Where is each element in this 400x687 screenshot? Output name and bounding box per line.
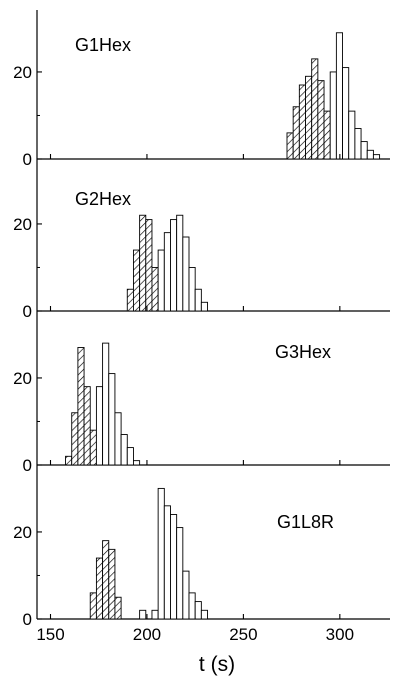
y-tick-label: 20 (13, 63, 32, 82)
open-bar (102, 342, 110, 466)
y-tick-label: 20 (13, 215, 32, 234)
open-bar (176, 527, 184, 620)
open-bar (342, 67, 350, 160)
y-tick-label: 0 (23, 456, 32, 475)
open-bar (182, 570, 190, 620)
hatched-bar (102, 540, 110, 620)
open-bar (188, 592, 196, 620)
hatched-bar (145, 219, 153, 312)
open-bar (176, 214, 184, 312)
y-tick-label: 0 (23, 150, 32, 169)
open-bar (360, 141, 368, 160)
open-bar (194, 601, 202, 620)
y-tick-label: 20 (13, 523, 32, 542)
panel-label: G1Hex (75, 35, 131, 55)
hatched-bar (89, 429, 97, 466)
open-bar (151, 609, 159, 620)
hatched-bar (114, 596, 122, 620)
open-bar (132, 460, 141, 466)
open-bar (200, 609, 208, 620)
y-tick-label: 0 (23, 610, 32, 629)
histogram-bars (65, 32, 381, 620)
y-tick-label: 0 (23, 302, 32, 321)
open-bar (114, 412, 122, 466)
open-bar (126, 447, 134, 466)
open-bar (194, 288, 202, 312)
hatched-bar (71, 412, 79, 466)
open-bar (354, 128, 362, 160)
hatched-bar (89, 592, 97, 620)
hatched-bar (65, 455, 73, 466)
panel-label: G3Hex (275, 342, 331, 362)
open-bar (329, 71, 337, 160)
x-tick-label: 300 (326, 625, 354, 644)
hatched-bar (286, 132, 294, 160)
hatched-bar (151, 267, 159, 312)
x-tick-label: 150 (36, 625, 64, 644)
open-bar (335, 32, 343, 160)
y-tick-label: 20 (13, 369, 32, 388)
hatched-bar (292, 106, 300, 160)
hatched-bar (317, 80, 325, 160)
hatched-bar (311, 58, 319, 160)
panel-label: G1L8R (277, 512, 334, 532)
x-tick-label: 200 (133, 625, 161, 644)
hatched-bar (323, 110, 331, 160)
panel-labels: G1Hex G2Hex G3Hex G1L8R (75, 35, 334, 532)
x-tick-label: 250 (229, 625, 257, 644)
hatched-bar (132, 249, 141, 312)
x-axis-label: t (s) (199, 653, 235, 676)
hatched-bar (95, 557, 104, 620)
open-bar (95, 386, 104, 466)
open-bar (157, 249, 165, 312)
hatched-bar (305, 75, 313, 160)
open-bar (108, 373, 116, 466)
open-bar (372, 154, 381, 160)
hatched-bar (77, 347, 85, 466)
open-bar (163, 232, 171, 312)
open-bar (139, 609, 147, 620)
open-bar (157, 487, 165, 620)
open-bar (170, 514, 178, 620)
open-bar (182, 236, 190, 312)
open-bar (120, 434, 128, 466)
open-bar (188, 267, 196, 312)
open-bar (170, 219, 178, 312)
open-bar (366, 149, 374, 160)
hatched-bar (126, 288, 134, 312)
hatched-bar (139, 214, 147, 312)
hatched-bar (83, 386, 91, 466)
open-bar (200, 301, 208, 312)
hatched-bar (298, 84, 306, 160)
panel-label: G2Hex (75, 189, 131, 209)
open-bar (163, 505, 171, 620)
hatched-bar (108, 548, 116, 620)
open-bar (348, 110, 356, 160)
